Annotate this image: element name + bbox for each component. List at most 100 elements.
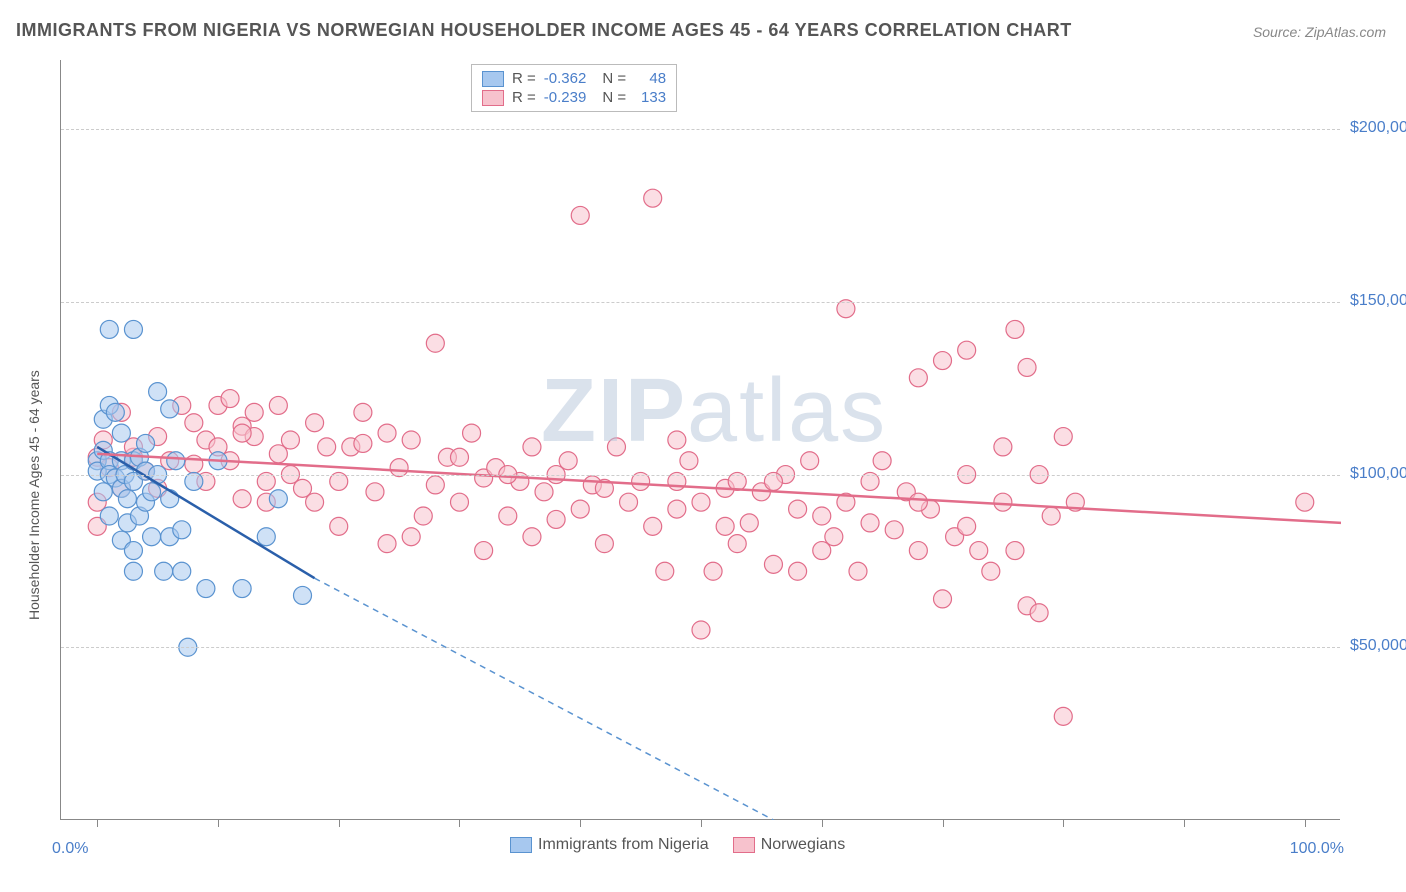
scatter-point bbox=[740, 514, 758, 532]
legend-n-label: N = bbox=[602, 89, 626, 106]
scatter-point bbox=[124, 562, 142, 580]
scatter-point bbox=[607, 438, 625, 456]
scatter-point bbox=[118, 490, 136, 508]
scatter-point bbox=[934, 352, 952, 370]
legend-swatch bbox=[510, 837, 532, 853]
scatter-point bbox=[173, 562, 191, 580]
scatter-point bbox=[426, 334, 444, 352]
plot-frame: ZIPatlas R =-0.362N =48R =-0.239N =133 $… bbox=[60, 60, 1340, 820]
legend-swatch bbox=[482, 90, 504, 106]
scatter-point bbox=[155, 562, 173, 580]
scatter-point bbox=[306, 414, 324, 432]
scatter-point bbox=[106, 403, 124, 421]
scatter-point bbox=[143, 528, 161, 546]
scatter-point bbox=[257, 528, 275, 546]
scatter-point bbox=[450, 493, 468, 511]
scatter-point bbox=[112, 424, 130, 442]
legend-item: Norwegians bbox=[733, 836, 845, 854]
scatter-point bbox=[269, 396, 287, 414]
scatter-point bbox=[233, 424, 251, 442]
legend-swatch bbox=[482, 71, 504, 87]
scatter-point bbox=[789, 500, 807, 518]
legend-row: R = -0.239 N = 133 bbox=[482, 88, 666, 107]
scatter-point bbox=[124, 320, 142, 338]
y-tick-label: $150,000 bbox=[1350, 292, 1406, 310]
series-legend: Immigrants from Nigeria Norwegians bbox=[510, 836, 845, 854]
scatter-point bbox=[559, 452, 577, 470]
gridline-h bbox=[61, 129, 1340, 130]
scatter-point bbox=[813, 507, 831, 525]
scatter-point bbox=[813, 542, 831, 560]
scatter-point bbox=[523, 438, 541, 456]
scatter-point bbox=[595, 535, 613, 553]
x-tick bbox=[822, 819, 823, 827]
scatter-point bbox=[934, 590, 952, 608]
scatter-point bbox=[149, 383, 167, 401]
scatter-point bbox=[1296, 493, 1314, 511]
scatter-point bbox=[306, 493, 324, 511]
legend-label: Immigrants from Nigeria bbox=[538, 836, 709, 854]
scatter-point bbox=[909, 369, 927, 387]
correlation-legend: R =-0.362N =48R = -0.239 N = 133 bbox=[471, 64, 677, 112]
scatter-point bbox=[197, 580, 215, 598]
scatter-point bbox=[233, 490, 251, 508]
scatter-point bbox=[330, 517, 348, 535]
y-tick-label: $200,000 bbox=[1350, 119, 1406, 137]
scatter-point bbox=[958, 341, 976, 359]
scatter-point bbox=[1030, 604, 1048, 622]
x-tick bbox=[218, 819, 219, 827]
scatter-point bbox=[221, 390, 239, 408]
x-tick bbox=[459, 819, 460, 827]
scatter-point bbox=[185, 414, 203, 432]
scatter-point bbox=[789, 562, 807, 580]
scatter-point bbox=[1054, 707, 1072, 725]
scatter-point bbox=[970, 542, 988, 560]
scatter-point bbox=[318, 438, 336, 456]
scatter-point bbox=[378, 535, 396, 553]
legend-r-label: R = bbox=[512, 89, 536, 106]
gridline-h bbox=[61, 647, 1340, 648]
scatter-point bbox=[167, 452, 185, 470]
scatter-point bbox=[402, 528, 420, 546]
scatter-point bbox=[909, 493, 927, 511]
scatter-point bbox=[801, 452, 819, 470]
scatter-point bbox=[692, 621, 710, 639]
scatter-point bbox=[861, 514, 879, 532]
legend-r-value: -0.239 bbox=[544, 89, 587, 106]
scatter-point bbox=[354, 434, 372, 452]
x-axis-label-left: 0.0% bbox=[52, 840, 88, 858]
scatter-point bbox=[849, 562, 867, 580]
scatter-point bbox=[909, 542, 927, 560]
y-tick-label: $50,000 bbox=[1350, 637, 1406, 655]
x-tick bbox=[339, 819, 340, 827]
scatter-point bbox=[692, 493, 710, 511]
scatter-point bbox=[143, 483, 161, 501]
scatter-point bbox=[764, 555, 782, 573]
scatter-point bbox=[571, 206, 589, 224]
scatter-point bbox=[281, 431, 299, 449]
x-tick bbox=[580, 819, 581, 827]
legend-row: R =-0.362N =48 bbox=[482, 69, 666, 88]
scatter-point bbox=[873, 452, 891, 470]
chart-title: IMMIGRANTS FROM NIGERIA VS NORWEGIAN HOU… bbox=[16, 20, 1072, 41]
gridline-h bbox=[61, 302, 1340, 303]
scatter-point bbox=[704, 562, 722, 580]
x-tick bbox=[701, 819, 702, 827]
y-axis-label: Householder Income Ages 45 - 64 years bbox=[26, 370, 42, 620]
scatter-point bbox=[994, 493, 1012, 511]
x-tick bbox=[1305, 819, 1306, 827]
legend-swatch bbox=[733, 837, 755, 853]
legend-n-value: 133 bbox=[634, 89, 666, 106]
scatter-point bbox=[656, 562, 674, 580]
scatter-point bbox=[378, 424, 396, 442]
scatter-point bbox=[1018, 358, 1036, 376]
scatter-point bbox=[414, 507, 432, 525]
scatter-point bbox=[124, 542, 142, 560]
x-tick bbox=[1063, 819, 1064, 827]
plot-svg bbox=[61, 60, 1341, 820]
scatter-point bbox=[137, 434, 155, 452]
scatter-point bbox=[1006, 320, 1024, 338]
trend-line-extrapolation bbox=[315, 578, 774, 820]
gridline-h bbox=[61, 475, 1340, 476]
scatter-point bbox=[571, 500, 589, 518]
